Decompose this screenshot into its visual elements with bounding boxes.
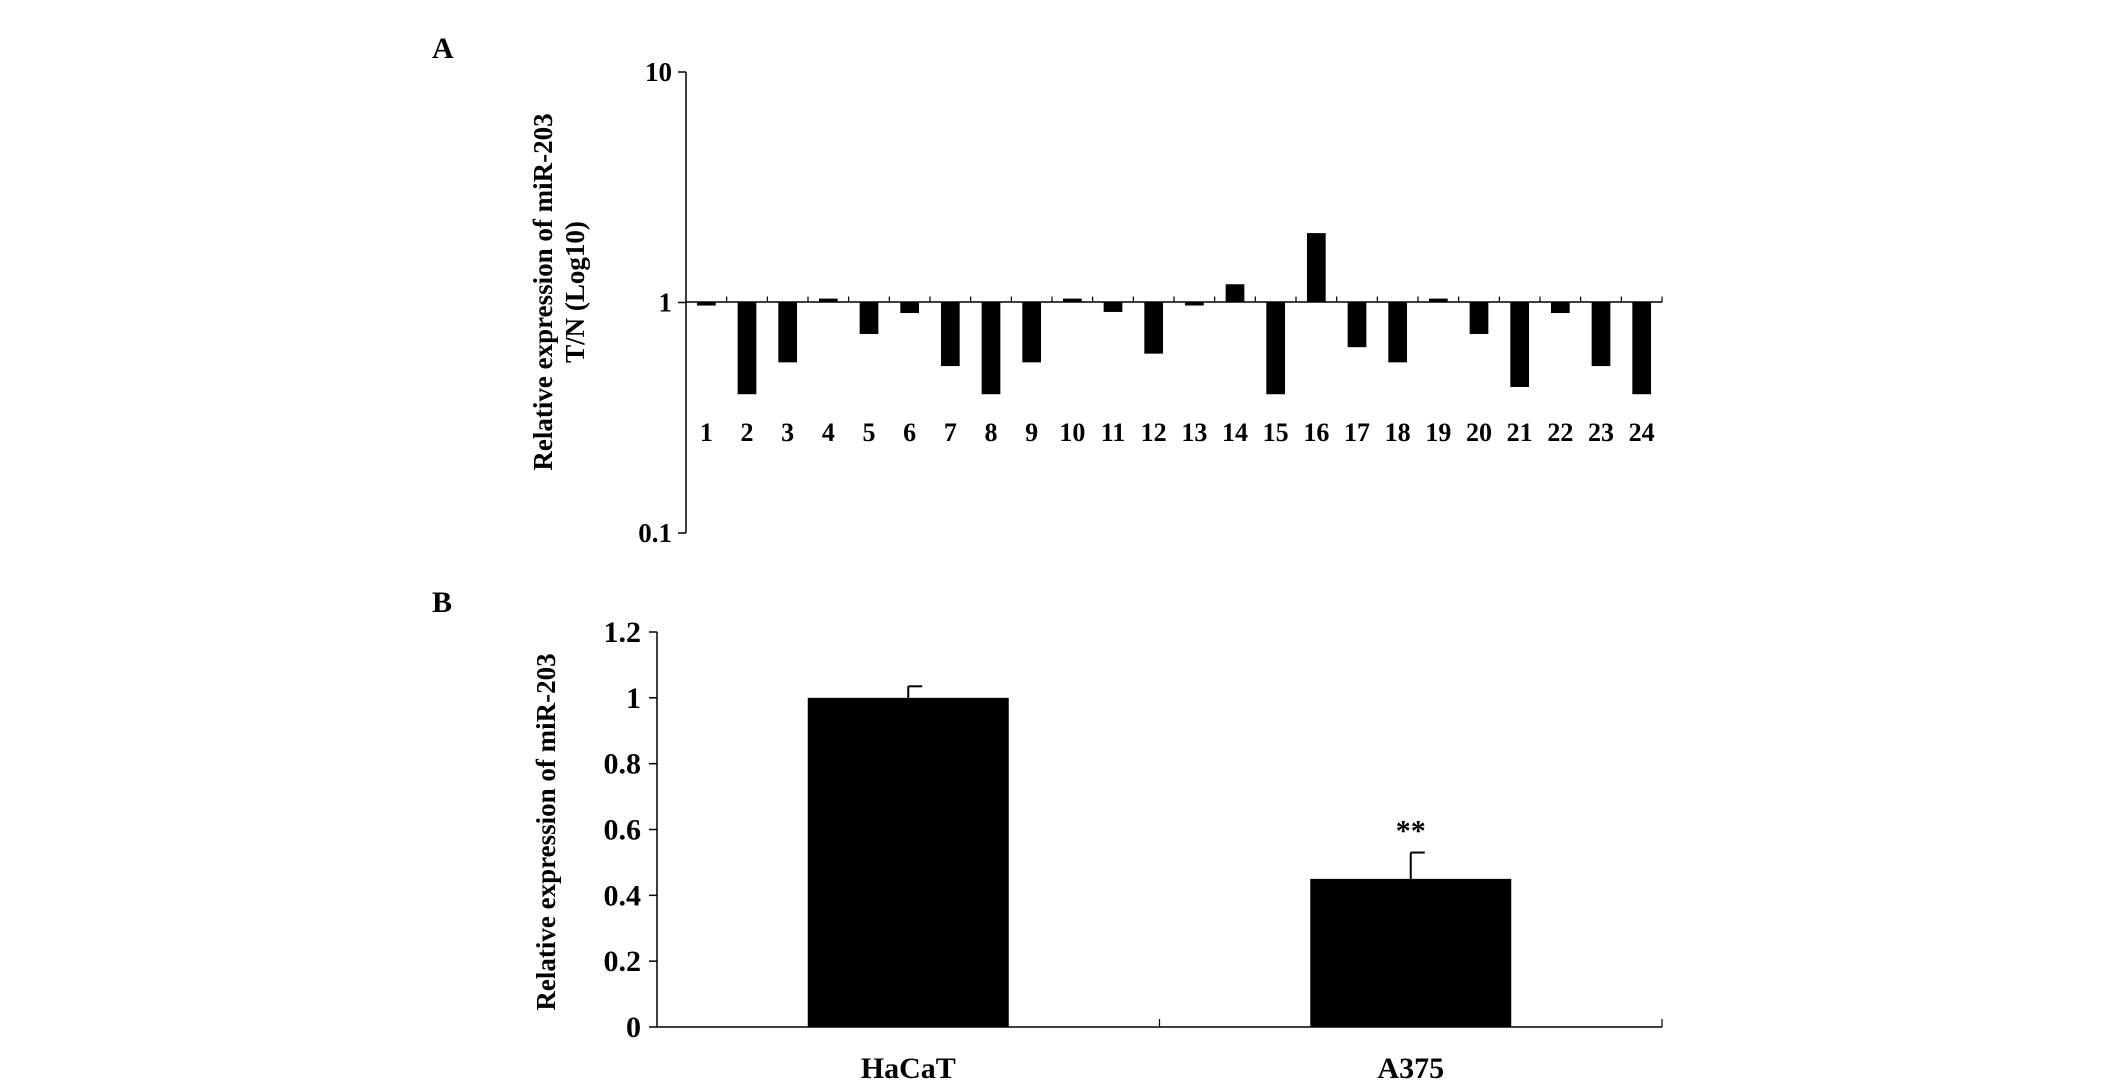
panel-a-bar (778, 302, 798, 363)
panel-a-y-tick-label: 1 (659, 288, 673, 318)
panel-a-bar (737, 302, 757, 395)
panel-a-bar (1022, 302, 1042, 363)
panel-b-y-tick-label: 0.6 (604, 814, 642, 847)
panel-a-bar (818, 298, 838, 303)
panel-a-x-tick-label: 12 (1141, 418, 1167, 447)
panel-b-x-tick-label: HaCaT (861, 1052, 956, 1085)
panel-a-bar (900, 302, 920, 314)
panel-a-bar (1388, 302, 1408, 363)
panel-a-bar (940, 302, 960, 367)
panel-a-y-axis-label-line2: T/N (Log10) (560, 221, 590, 363)
panel-a-x-tick-label: 4 (822, 418, 835, 447)
panel-a-bar (1591, 302, 1611, 367)
panel-a-bar (1428, 298, 1448, 303)
panel-b-y-tick-label: 0.2 (604, 945, 642, 978)
panel-b-y-tick-label: 1.2 (604, 616, 642, 649)
panel-a-x-tick-label: 1 (700, 418, 713, 447)
panel-a-bar (1306, 233, 1326, 303)
panel-a-x-tick-label: 5 (863, 418, 876, 447)
panel-b-bar (1310, 878, 1512, 1027)
panel-a-bar (859, 302, 879, 335)
panel-a-bar (1510, 302, 1530, 387)
panel-a-x-tick-label: 21 (1507, 418, 1533, 447)
panel-a-bar (1184, 302, 1204, 306)
panel-a-y-tick-label: 10 (645, 57, 672, 87)
panel-b-significance-label: ** (1396, 815, 1426, 848)
panel-b-x-tick-label: A375 (1377, 1052, 1444, 1085)
panel-a-x-tick-label: 19 (1425, 418, 1451, 447)
panel-b-y-axis-label: Relative expression of miR-203 (531, 653, 561, 1010)
panel-b-chart: B Relative expression of miR-203 1.2 1 0.8… (432, 586, 1663, 1085)
panel-a-bar (1225, 284, 1245, 303)
panel-a-x-tick-label: 2 (741, 418, 754, 447)
panel-a-bar (1632, 302, 1652, 395)
panel-a-letter: A (432, 32, 454, 65)
panel-a-x-tick-label: 23 (1588, 418, 1614, 447)
panel-a-bar (1550, 302, 1570, 314)
panel-a-bar (1144, 302, 1164, 354)
panel-b-y-tick-label: 0 (626, 1011, 641, 1044)
panel-b-y-tick-label: 1 (626, 682, 641, 715)
panel-a-bar (981, 302, 1001, 395)
panel-a-x-tick-label: 14 (1222, 418, 1248, 447)
panel-a-x-tick-label: 3 (781, 418, 794, 447)
panel-a-x-tick-label: 15 (1263, 418, 1289, 447)
panel-a-bar (1266, 302, 1286, 395)
panel-a-x-tick-label: 16 (1303, 418, 1329, 447)
panel-a-x-tick-label: 20 (1466, 418, 1492, 447)
panel-a-bar (1469, 302, 1489, 335)
panel-a-bar (1347, 302, 1367, 348)
panel-a-x-tick-label: 11 (1101, 418, 1126, 447)
panel-a-x-tick-label: 8 (985, 418, 998, 447)
panel-b-y-tick-label: 0.8 (604, 748, 642, 781)
panel-a-y-axis-label: Relative expression of miR-203 (528, 113, 558, 470)
panel-a-bar (1103, 302, 1123, 312)
panel-a-x-tick-label: 7 (944, 418, 957, 447)
panel-a-x-tick-label: 13 (1181, 418, 1207, 447)
panel-b-bar (807, 697, 1009, 1027)
panel-a-x-tick-label: 9 (1025, 418, 1038, 447)
panel-a-y-tick-label: 0.1 (638, 518, 672, 548)
panel-a-chart: A Relative expression of miR-203 T/N (Lo… (432, 32, 1663, 548)
panel-a-x-tick-label: 18 (1385, 418, 1411, 447)
panel-a-x-tick-label: 10 (1059, 418, 1085, 447)
panel-b-y-tick-label: 0.4 (604, 879, 642, 912)
panel-a-x-tick-label: 6 (903, 418, 916, 447)
panel-a-bar (1062, 298, 1082, 303)
panel-a-x-tick-label: 22 (1547, 418, 1573, 447)
panel-b-letter: B (432, 586, 452, 619)
panel-a-bar (696, 302, 716, 306)
panel-a-x-tick-label: 17 (1344, 418, 1370, 447)
panel-a-x-tick-label: 24 (1629, 418, 1655, 447)
